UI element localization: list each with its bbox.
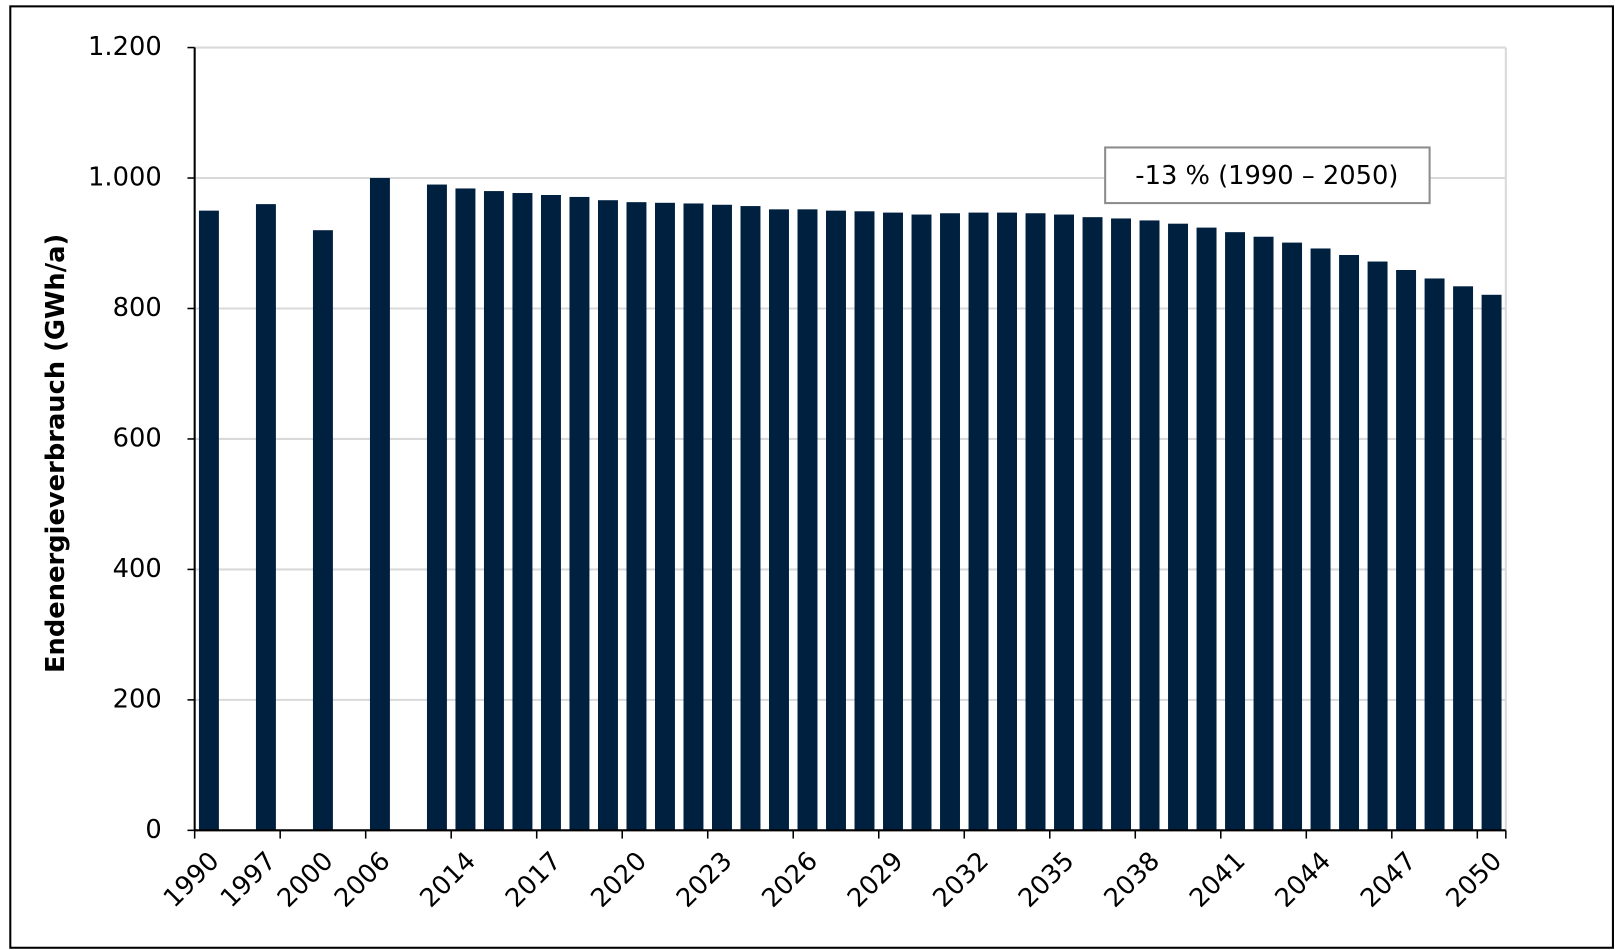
- y-tick-label: 800: [113, 293, 162, 323]
- bar: [569, 196, 590, 831]
- y-tick-label: 1.200: [88, 32, 162, 62]
- bar: [198, 210, 219, 831]
- bar: [1082, 217, 1103, 831]
- y-tick-label: 0: [145, 815, 161, 845]
- x-tick-label: 1997: [215, 846, 283, 914]
- bar: [1453, 286, 1474, 831]
- y-tick-label: 400: [113, 554, 162, 584]
- x-tick-label: 2017: [500, 846, 568, 914]
- bar: [1310, 248, 1331, 831]
- bar: [483, 191, 504, 831]
- bar: [854, 211, 875, 831]
- bar: [740, 206, 761, 831]
- x-tick-label: 2032: [927, 846, 995, 914]
- bar: [540, 194, 561, 831]
- x-tick-label: 2038: [1098, 846, 1166, 914]
- bar: [911, 214, 932, 831]
- bar: [1111, 218, 1132, 831]
- bar: [883, 212, 903, 831]
- x-tick-label: 2006: [329, 846, 397, 914]
- annotation-box: [1104, 146, 1431, 205]
- bar: [712, 204, 732, 831]
- x-tick-label: 2047: [1355, 846, 1423, 914]
- bar: [1025, 213, 1046, 831]
- bar: [826, 210, 846, 831]
- annotation: -13 % (1990 – 2050): [1135, 161, 1398, 191]
- bar: [940, 213, 960, 831]
- bar: [455, 188, 476, 831]
- x-tick-label: 2044: [1269, 846, 1337, 914]
- y-tick-label: 1.000: [88, 163, 162, 193]
- x-tick-label: 2026: [756, 846, 824, 914]
- bar: [797, 209, 818, 831]
- bar: [1196, 227, 1217, 831]
- bar: [654, 202, 675, 831]
- x-tick-label: 2035: [1013, 846, 1081, 914]
- bar: [1253, 236, 1274, 831]
- bar: [626, 202, 647, 831]
- x-tick-label: 2023: [671, 846, 739, 914]
- x-tick-label: 1990: [158, 846, 226, 914]
- bar: [512, 193, 533, 831]
- bar: [1396, 270, 1417, 831]
- frame: [9, 5, 1614, 949]
- y-tick-label: 600: [113, 423, 162, 453]
- bar: [426, 184, 447, 831]
- bar: [1054, 214, 1074, 831]
- y-tick-label: 200: [113, 684, 162, 714]
- bar: [1481, 294, 1502, 831]
- bar: [1225, 232, 1246, 831]
- x-tick-label: 2014: [414, 846, 482, 914]
- bar: [997, 212, 1017, 831]
- bar: [968, 212, 989, 831]
- bar: [683, 203, 704, 831]
- bar: [1424, 278, 1445, 831]
- x-tick-label: 2050: [1440, 846, 1508, 914]
- x-tick-label: 2000: [272, 846, 340, 914]
- x-tick-label: 2020: [585, 846, 653, 914]
- bar: [1367, 261, 1388, 831]
- bar: [369, 178, 390, 831]
- bar: [312, 230, 333, 831]
- bar: [769, 209, 789, 831]
- bar: [1282, 242, 1303, 831]
- x-tick-label: 2029: [842, 846, 910, 914]
- y-axis-title: Endenergieverbrauch (GWh/a): [41, 234, 71, 673]
- bar: [597, 200, 618, 831]
- bar: [255, 204, 276, 831]
- bar: [1139, 220, 1160, 831]
- bar: [1339, 254, 1360, 831]
- x-tick-label: 2041: [1184, 846, 1252, 914]
- bar: [1168, 223, 1189, 831]
